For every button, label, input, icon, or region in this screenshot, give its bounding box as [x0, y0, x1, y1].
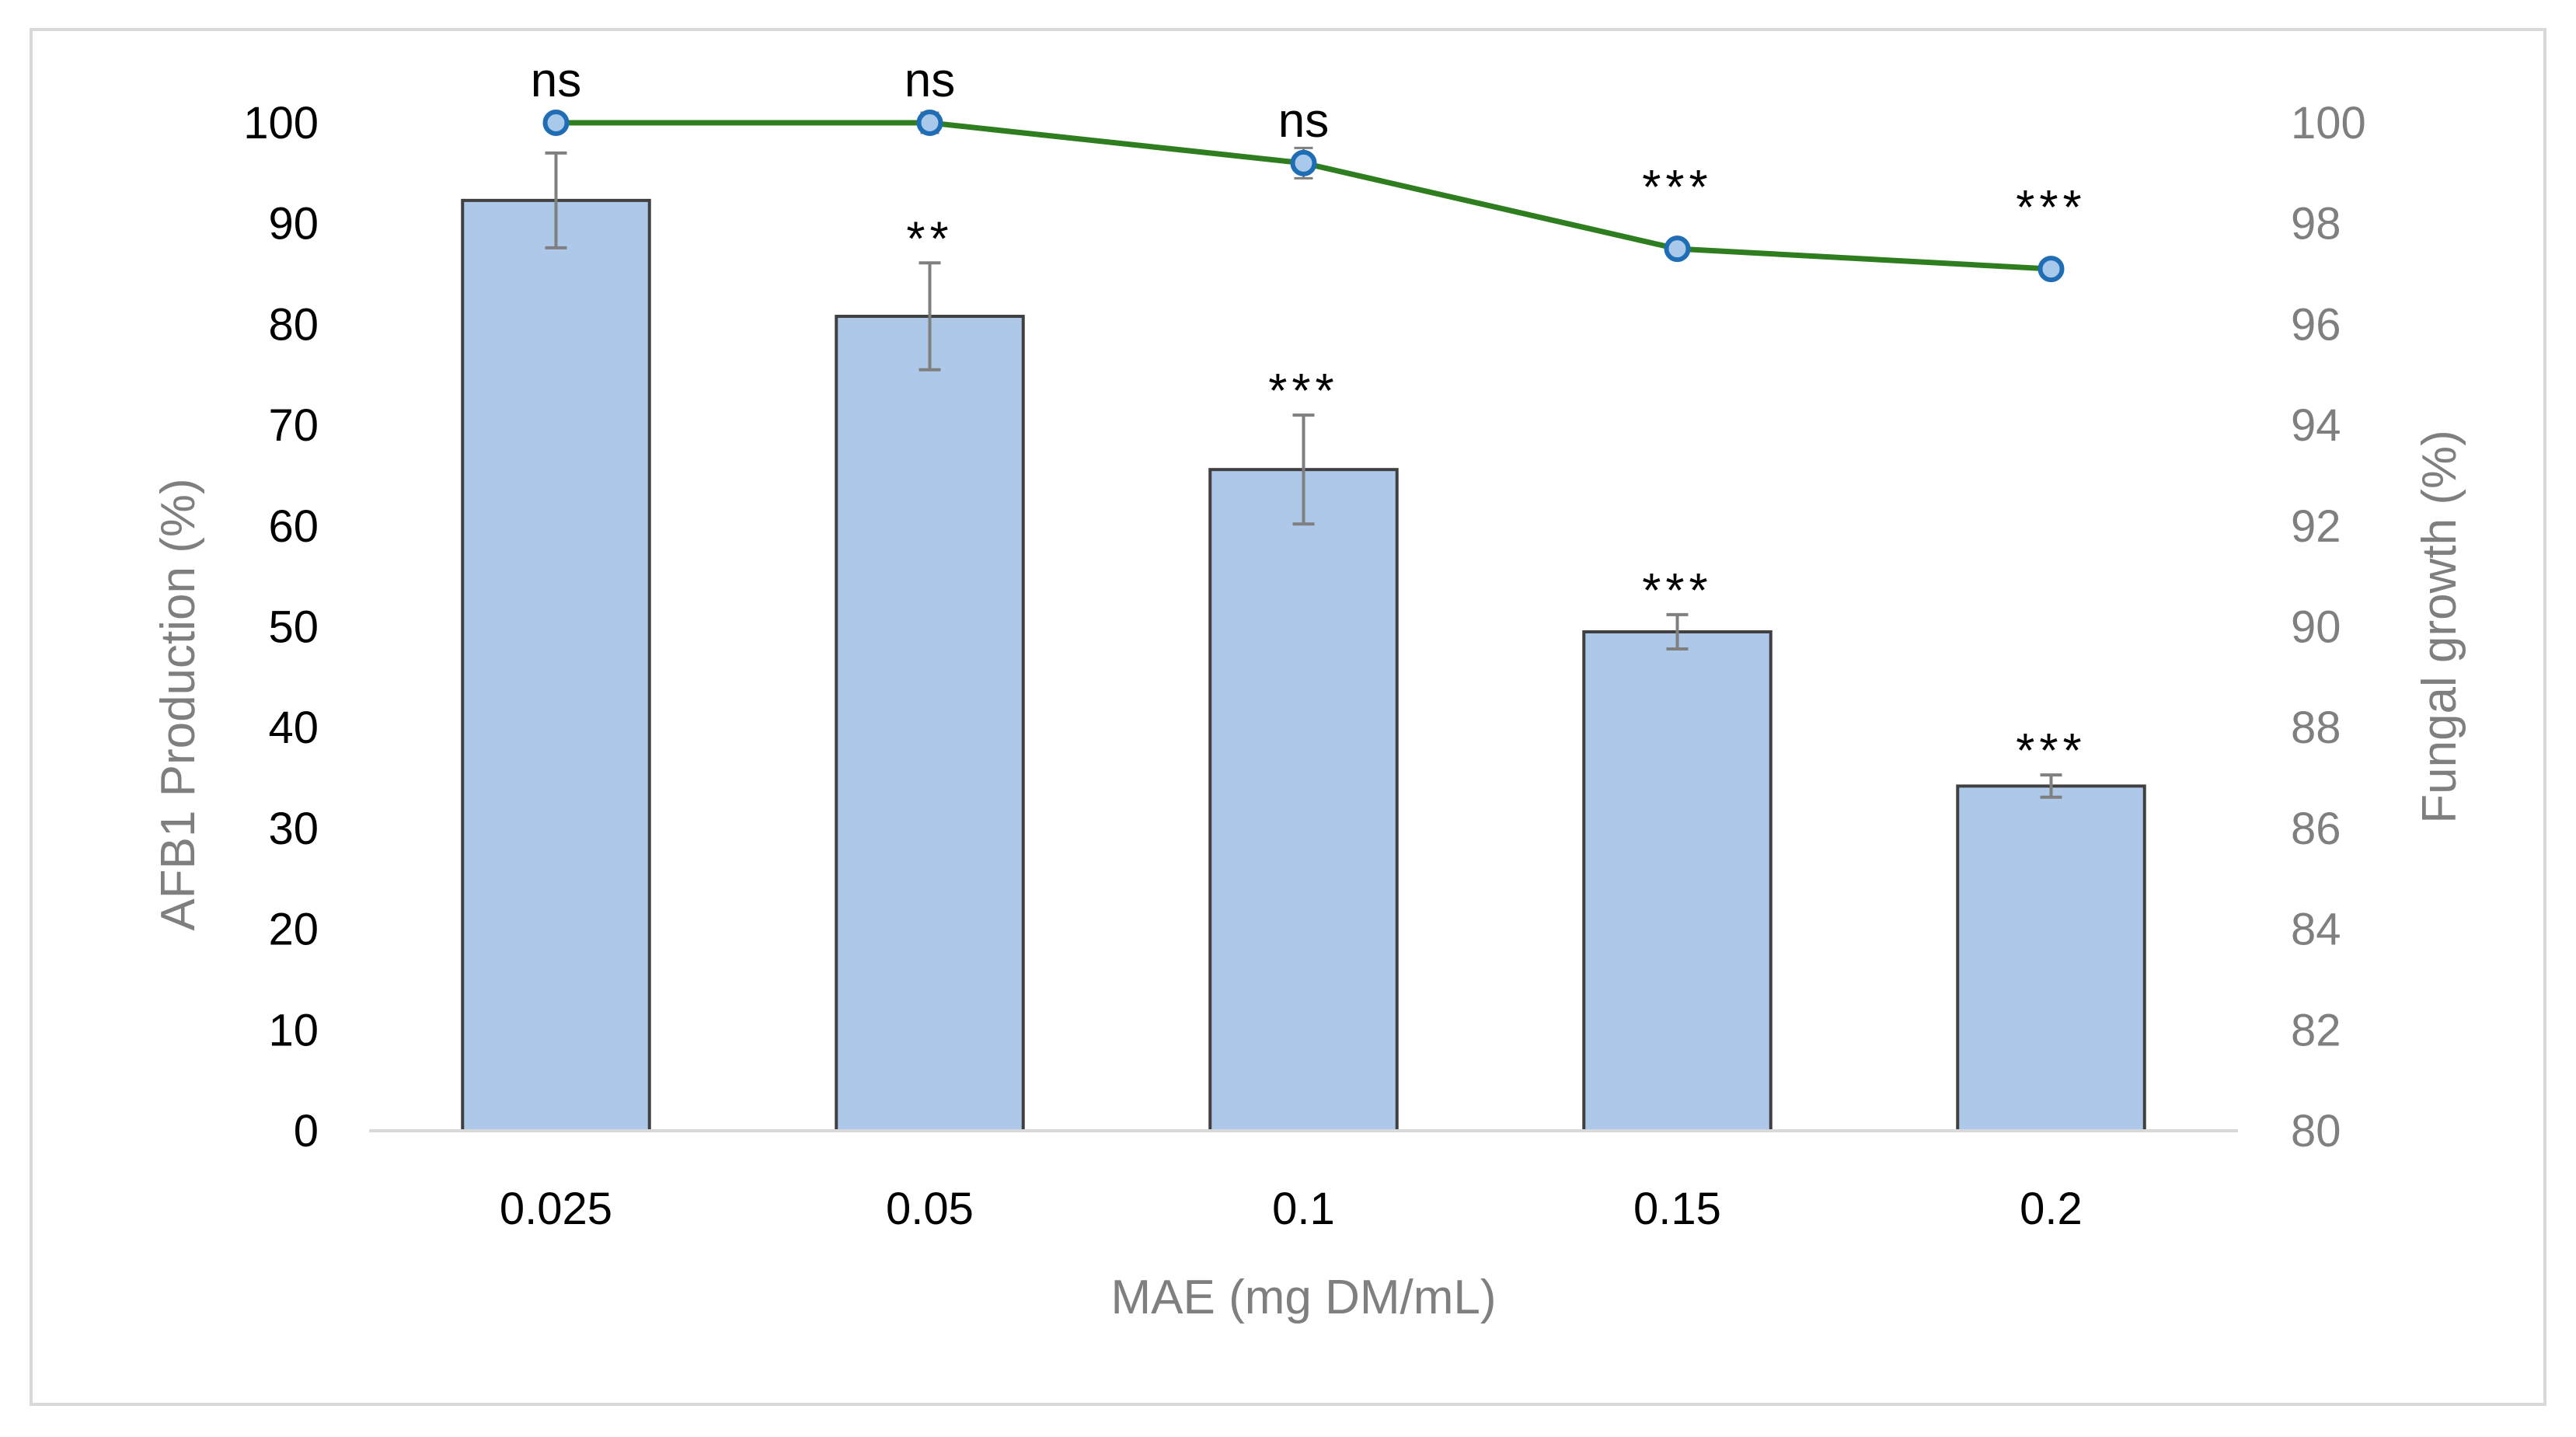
y2-tick-label: 88	[2291, 703, 2341, 753]
y-tick-label: 80	[268, 299, 319, 350]
bar	[835, 315, 1025, 1132]
line-point	[916, 110, 943, 136]
bar	[1208, 468, 1399, 1132]
y-tick-label: 100	[243, 98, 319, 148]
line-significance-label: ***	[2016, 181, 2086, 235]
bar	[1956, 784, 2146, 1133]
y-tick-label: 20	[268, 905, 319, 955]
x-axis-ticks: 0.025 0.05 0.1 0.15 0.2	[500, 1184, 2083, 1234]
line-significance-label: ***	[1642, 161, 1712, 215]
line-significance-label: ns	[1278, 94, 1329, 148]
y2-axis-title: Fungal growth (%)	[2413, 430, 2466, 824]
line-point	[2037, 256, 2065, 283]
y2-tick-label: 80	[2291, 1106, 2341, 1156]
line-point	[542, 110, 570, 136]
y-tick-label: 40	[268, 703, 319, 753]
y-axis-ticks: 0 10 20 30 40 50 60 70 80 90 100	[243, 98, 319, 1156]
y-tick-label: 0	[294, 1106, 319, 1156]
line-point	[1290, 149, 1317, 176]
y2-tick-label: 90	[2291, 602, 2341, 653]
line-significance-label: ns	[531, 54, 581, 107]
y2-tick-label: 96	[2291, 299, 2341, 350]
bar	[461, 198, 651, 1132]
bar-significance-label: ***	[1268, 364, 1338, 418]
bar-series	[461, 198, 2146, 1133]
bar-significance-label: ***	[1642, 564, 1712, 618]
bar-error-bars	[545, 151, 2062, 799]
x-axis-title: MAE (mg DM/mL)	[1111, 1271, 1497, 1324]
y-tick-label: 30	[268, 804, 319, 854]
y-tick-label: 10	[268, 1005, 319, 1055]
bar-significance-label: **	[906, 212, 953, 266]
y-tick-label: 70	[268, 400, 319, 451]
y2-axis-ticks: 80 82 84 86 88 90 92 94 96 98 100	[2291, 98, 2366, 1156]
bar	[1582, 630, 1773, 1132]
y2-tick-label: 84	[2291, 905, 2341, 955]
x-tick-label: 0.05	[886, 1184, 974, 1234]
y2-tick-label: 82	[2291, 1005, 2341, 1055]
x-tick-label: 0.2	[2020, 1184, 2083, 1234]
y2-tick-label: 94	[2291, 400, 2341, 451]
line-series	[542, 110, 2065, 283]
y2-tick-label: 100	[2291, 98, 2366, 148]
y-tick-label: 60	[268, 501, 319, 552]
y2-tick-label: 92	[2291, 501, 2341, 552]
y-tick-label: 90	[268, 199, 319, 249]
y2-tick-label: 98	[2291, 199, 2341, 249]
line-significance-label: ns	[905, 54, 955, 107]
bar-significance-label: ***	[2016, 724, 2086, 778]
y2-tick-label: 86	[2291, 804, 2341, 854]
x-tick-label: 0.025	[500, 1184, 612, 1234]
line-point	[1664, 235, 1691, 263]
y-axis-title: AFB1 Production (%)	[152, 478, 205, 930]
y-tick-label: 50	[268, 602, 319, 653]
x-tick-label: 0.15	[1633, 1184, 1721, 1234]
x-tick-label: 0.1	[1272, 1184, 1335, 1234]
